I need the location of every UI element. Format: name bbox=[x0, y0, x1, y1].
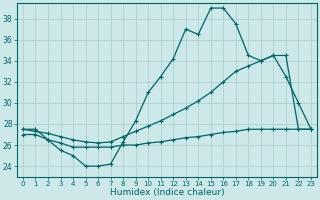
X-axis label: Humidex (Indice chaleur): Humidex (Indice chaleur) bbox=[110, 188, 224, 197]
